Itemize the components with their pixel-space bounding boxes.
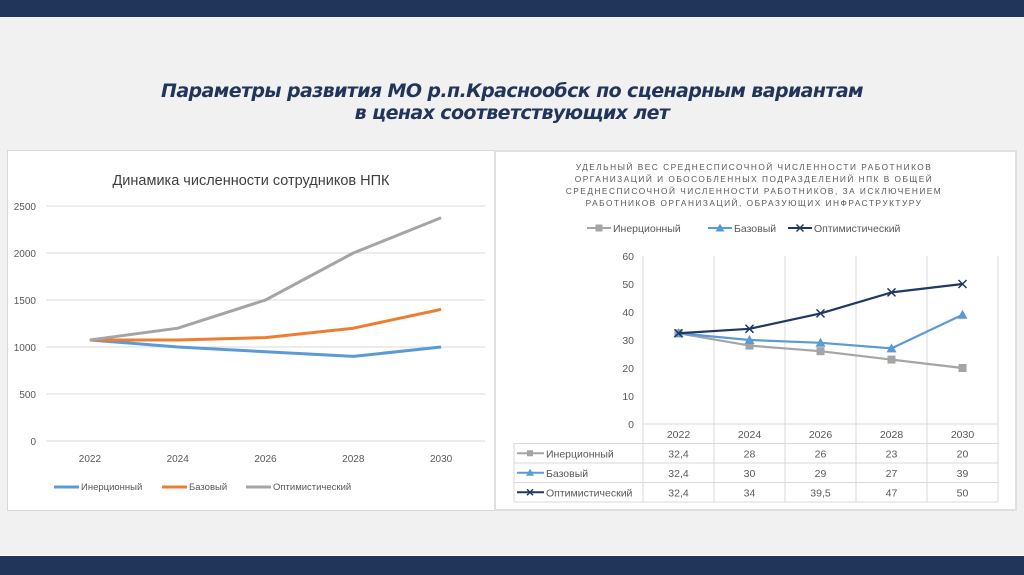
row-label: Базовый <box>546 468 588 480</box>
row-label: Оптимистический <box>546 488 633 500</box>
bottom-bar <box>0 555 1024 575</box>
y-tick-label: 0 <box>628 419 634 431</box>
chart-title-line: СРЕДНЕСПИСОЧНОЙ ЧИСЛЕННОСТИ РАБОТНИКОВ, … <box>566 185 942 196</box>
y-tick-label: 10 <box>622 391 634 403</box>
legend-item: Базовый <box>708 223 776 235</box>
table-cell: 32,4 <box>668 449 689 461</box>
square-marker-icon <box>527 450 533 456</box>
y-tick-label: 30 <box>622 335 634 347</box>
chart-panel-employees: Динамика численности сотрудников НПК 0 50… <box>7 150 495 511</box>
top-bar <box>0 0 1024 17</box>
legend-item: Оптимистический <box>246 482 351 493</box>
slide-title-line-1: Параметры развития МО р.п.Краснообск по … <box>0 80 1024 102</box>
y-tick-label: 500 <box>19 390 36 401</box>
square-marker-icon <box>596 225 603 232</box>
x-tick-label: 2026 <box>809 429 833 441</box>
table-cell: 39,5 <box>810 488 831 500</box>
slide-title: Параметры развития МО р.п.Краснообск по … <box>0 80 1024 124</box>
x-tick-label: 2030 <box>951 429 975 441</box>
legend-item: Оптимистический <box>788 223 901 235</box>
legend-label: Базовый <box>734 223 776 235</box>
table-cell: 39 <box>957 468 969 480</box>
y-tick-label: 60 <box>622 251 634 263</box>
table-cell: 50 <box>957 488 969 500</box>
table-cell: 47 <box>886 488 898 500</box>
table-cell: 30 <box>744 468 756 480</box>
x-tick-label: 2026 <box>254 454 277 465</box>
legend-label: Инерционный <box>81 482 142 493</box>
table-row: Оптимистический 32,4 34 39,5 47 50 <box>517 488 968 500</box>
y-tick-label: 40 <box>622 307 634 319</box>
legend-item: Базовый <box>162 482 227 493</box>
y-tick-label: 20 <box>622 363 634 375</box>
chart-panel-share: УДЕЛЬНЫЙ ВЕС СРЕДНЕСПИСОЧНОЙ ЧИСЛЕННОСТИ… <box>494 150 1017 511</box>
employees-line-chart: Динамика численности сотрудников НПК 0 50… <box>8 151 494 510</box>
share-line-chart: УДЕЛЬНЫЙ ВЕС СРЕДНЕСПИСОЧНОЙ ЧИСЛЕННОСТИ… <box>496 152 1015 509</box>
legend-item: Инерционный <box>54 482 142 493</box>
table-cell: 32,4 <box>668 488 689 500</box>
square-marker-icon <box>888 356 896 364</box>
y-tick-label: 1000 <box>14 343 37 354</box>
table-cell: 27 <box>886 468 898 480</box>
table-cell: 20 <box>957 449 969 461</box>
data-point <box>888 356 896 364</box>
x-tick-label: 2022 <box>79 454 102 465</box>
legend-item: Инерционный <box>587 223 681 235</box>
chart-title-line: ОРГАНИЗАЦИЙ И ОБОСОБЛЕННЫХ ПОДРАЗДЕЛЕНИЙ… <box>575 173 933 184</box>
legend-label: Базовый <box>189 482 227 493</box>
y-tick-label: 2500 <box>14 202 37 213</box>
table-cell: 23 <box>886 449 898 461</box>
data-point <box>959 364 967 372</box>
legend-label: Оптимистический <box>273 482 351 493</box>
slide-title-line-2: в ценах соответствующих лет <box>0 102 1024 124</box>
y-tick-label: 50 <box>622 279 634 291</box>
y-tick-label: 2000 <box>14 249 37 260</box>
x-tick-label: 2028 <box>880 429 904 441</box>
row-label: Инерционный <box>546 449 614 461</box>
table-cell: 28 <box>744 449 756 461</box>
x-tick-label: 2024 <box>738 429 762 441</box>
series-line-3 <box>679 284 963 333</box>
y-tick-label: 0 <box>30 437 36 448</box>
data-point <box>817 347 825 355</box>
data-point <box>958 310 968 319</box>
triangle-marker-icon <box>958 310 968 319</box>
table-cell: 34 <box>744 488 756 500</box>
table-cell: 29 <box>815 468 827 480</box>
x-tick-label: 2030 <box>430 454 453 465</box>
legend-label: Инерционный <box>613 223 681 235</box>
table-row: Инерционный 32,4 28 26 23 20 <box>517 449 968 461</box>
series-line-1 <box>90 340 441 356</box>
series-line-2 <box>90 309 441 340</box>
chart-title: Динамика численности сотрудников НПК <box>112 173 390 189</box>
table-cell: 26 <box>815 449 827 461</box>
table-cell: 32,4 <box>668 468 689 480</box>
square-marker-icon <box>959 364 967 372</box>
table-row: Базовый 32,4 30 29 27 39 <box>517 468 968 480</box>
x-tick-label: 2028 <box>342 454 365 465</box>
x-tick-label: 2024 <box>167 454 190 465</box>
y-tick-label: 1500 <box>14 296 37 307</box>
x-tick-label: 2022 <box>667 429 691 441</box>
square-marker-icon <box>817 347 825 355</box>
chart-title-line: УДЕЛЬНЫЙ ВЕС СРЕДНЕСПИСОЧНОЙ ЧИСЛЕННОСТИ… <box>576 161 933 172</box>
legend-label: Оптимистический <box>814 223 901 235</box>
chart-title-line: РАБОТНИКОВ ОРГАНИЗАЦИЙ, ОБРАЗУЮЩИХ ИНФРА… <box>586 197 923 208</box>
